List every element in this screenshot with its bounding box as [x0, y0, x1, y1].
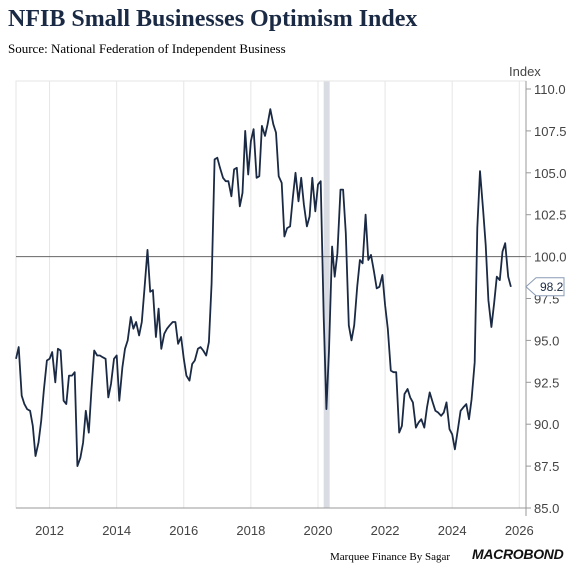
- x-tick-label: 2022: [371, 523, 400, 538]
- recession-shading-layer: [323, 81, 330, 508]
- y-axis-title: Index: [509, 64, 541, 79]
- y-tick-label: 102.5: [534, 208, 567, 223]
- y-tick-label: 85.0: [534, 501, 559, 516]
- y-tick-label: 95.0: [534, 333, 559, 348]
- plot-frame: [15, 80, 527, 509]
- y-tick-label: 87.5: [534, 459, 559, 474]
- chart-subtitle: Source: National Federation of Independe…: [8, 41, 286, 56]
- x-tick-label: 2018: [236, 523, 265, 538]
- x-tick-label: 2014: [102, 523, 131, 538]
- brand-logo: MACROBOND: [472, 546, 564, 562]
- series-layer: [15, 108, 512, 467]
- y-tick-label: 107.5: [534, 124, 567, 139]
- x-tick-label: 2012: [35, 523, 64, 538]
- y-tick-label: 105.0: [534, 166, 567, 181]
- x-tick-label: 2024: [438, 523, 467, 538]
- chart-title: NFIB Small Businesses Optimism Index: [8, 6, 418, 32]
- series-line: [15, 108, 512, 467]
- y-tick-label: 90.0: [534, 417, 559, 432]
- credit-text: Marquee Finance By Sagar: [330, 551, 451, 563]
- last-value-label: 98.2: [540, 280, 564, 294]
- shaded-period: [323, 81, 330, 508]
- y-tick-label: 92.5: [534, 375, 559, 390]
- x-tick-label: 2020: [304, 523, 333, 538]
- x-tick-label: 2016: [169, 523, 198, 538]
- y-tick-label: 110.0: [534, 82, 566, 97]
- x-tick-label: 2026: [505, 523, 534, 538]
- grid-layer: [15, 80, 527, 509]
- y-tick-label: 100.0: [534, 250, 567, 265]
- last-value-box: [525, 277, 565, 297]
